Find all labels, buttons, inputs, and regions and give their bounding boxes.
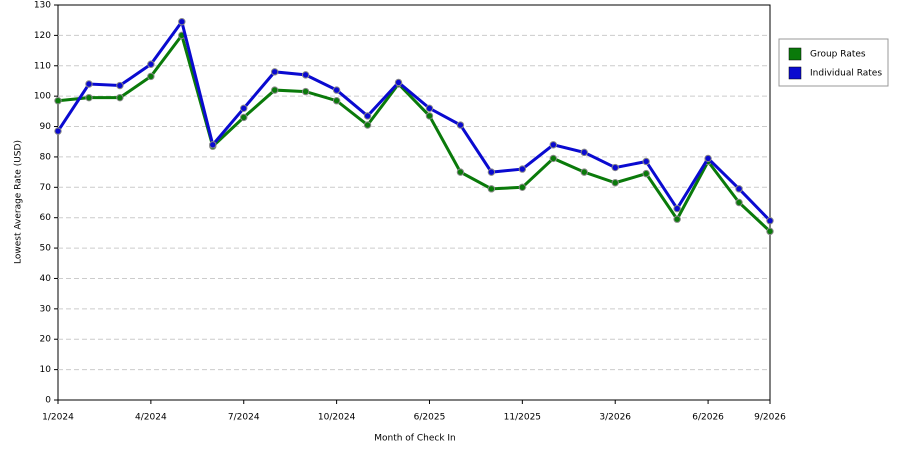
data-point (518, 183, 527, 192)
data-point (209, 141, 217, 149)
y-tick-label: 90 (40, 122, 52, 132)
legend-swatch (788, 66, 802, 80)
data-point (301, 71, 310, 79)
y-tick-label: 30 (40, 304, 52, 314)
y-tick-label: 130 (34, 1, 51, 11)
data-point (456, 121, 465, 129)
data-point (394, 78, 403, 87)
data-point (611, 163, 619, 172)
data-point (487, 185, 496, 193)
data-point (580, 148, 588, 157)
data-point (735, 198, 743, 207)
data-point (456, 168, 465, 176)
data-point (54, 127, 62, 135)
y-tick-label: 50 (40, 244, 52, 254)
y-tick-label: 60 (40, 213, 52, 223)
data-point (363, 121, 372, 129)
y-tick-label: 100 (34, 92, 51, 102)
data-point (766, 227, 774, 236)
data-point (332, 97, 341, 105)
data-point (704, 154, 712, 163)
data-point (85, 93, 93, 102)
y-axis-label: Lowest Average Rate (USD) (14, 140, 24, 264)
y-tick-label: 80 (40, 152, 52, 162)
data-point (642, 169, 650, 178)
data-point (240, 104, 248, 113)
data-point (116, 81, 124, 90)
data-point (178, 18, 186, 26)
legend-swatch (788, 47, 802, 61)
x-tick-label: 9/2026 (754, 413, 786, 423)
data-point (85, 80, 93, 88)
series-line (56, 18, 772, 222)
x-tick-label: 4/2024 (135, 413, 167, 423)
data-point (54, 97, 62, 105)
data-point (673, 204, 681, 213)
x-tick-label: 7/2024 (228, 413, 260, 423)
x-tick-label: 6/2025 (414, 413, 446, 423)
data-point (611, 179, 619, 187)
legend-label: Group Rates (810, 50, 866, 60)
data-point (240, 113, 248, 122)
data-point (735, 185, 743, 193)
data-point (116, 93, 124, 102)
data-point (425, 112, 434, 120)
y-tick-label: 70 (40, 183, 52, 193)
y-tick-label: 40 (40, 274, 52, 284)
data-point (549, 154, 558, 163)
series-line (57, 32, 772, 233)
y-tick-label: 10 (40, 365, 52, 375)
y-tick-label: 120 (34, 31, 51, 41)
y-tick-label: 110 (34, 61, 51, 71)
x-tick-label: 3/2026 (599, 413, 631, 423)
x-tick-label: 1/2024 (42, 413, 74, 423)
data-point (549, 141, 558, 149)
data-point (270, 86, 279, 94)
data-point (301, 87, 310, 96)
y-tick-label: 20 (40, 335, 52, 345)
plot-area (57, 4, 771, 401)
data-point (642, 157, 650, 166)
x-axis-label: Month of Check In (374, 434, 456, 444)
data-point (147, 60, 155, 68)
data-point (147, 72, 155, 81)
x-tick-label: 11/2025 (504, 413, 541, 423)
data-point (766, 217, 774, 225)
x-tick-label: 6/2026 (692, 413, 724, 423)
data-point (363, 112, 372, 120)
data-point (673, 215, 681, 223)
data-point (580, 168, 588, 176)
y-tick-label: 0 (45, 396, 51, 406)
data-point (425, 104, 434, 113)
data-point (487, 168, 496, 176)
legend-label: Individual Rates (810, 69, 882, 79)
data-point (270, 68, 279, 76)
x-tick-label: 10/2024 (318, 413, 356, 423)
data-point (332, 86, 341, 94)
data-point (518, 165, 527, 173)
